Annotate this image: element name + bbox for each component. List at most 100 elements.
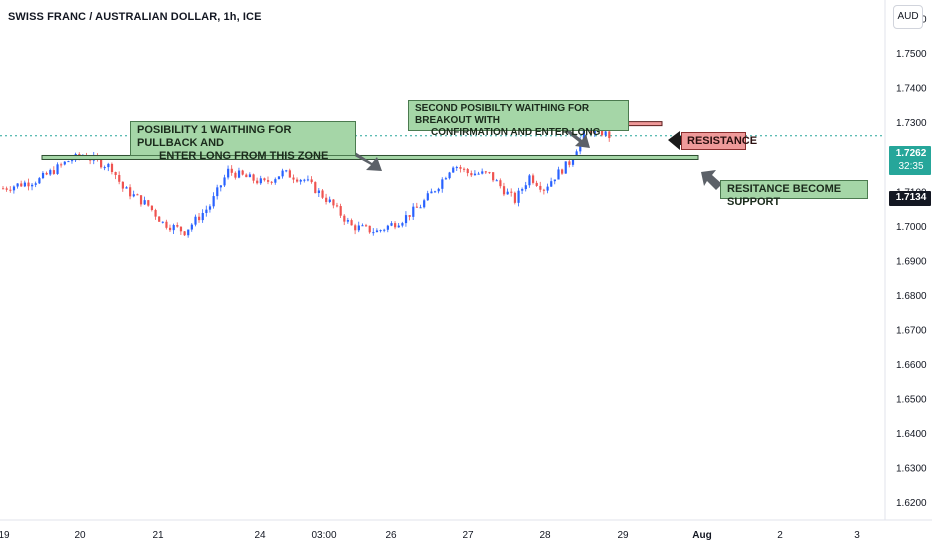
candle-body [212, 196, 215, 207]
candle-body [325, 197, 328, 202]
y-tick-label: 1.6800 [896, 291, 927, 302]
candle-body [513, 192, 517, 203]
candle-body [27, 182, 30, 187]
candle-body [41, 172, 45, 179]
y-tick-label: 1.7500 [896, 49, 927, 60]
candle-body [219, 185, 222, 188]
y-tick-label: 1.6200 [896, 498, 927, 509]
candle-body [70, 160, 74, 162]
candle-body [412, 206, 415, 217]
candle-body [317, 190, 321, 194]
candle-body [201, 212, 204, 221]
candle-body [553, 179, 556, 182]
candle-body [441, 179, 444, 189]
y-tick-label: 1.6500 [896, 395, 927, 406]
candle-body [575, 151, 578, 159]
possibility-1-line-2: ENTER LONG FROM THIS ZONE [159, 150, 329, 162]
resistance-label[interactable]: RESISTANCE [681, 132, 757, 150]
plot-background [0, 0, 885, 520]
candle-body [161, 221, 164, 223]
price-axis[interactable]: 1.76001.75001.74001.73001.71001.70001.69… [896, 15, 927, 510]
last-price-tag [889, 146, 931, 175]
time-axis[interactable]: 19 20 21 24 03:00 26 27 28 29 Aug 2 3 [0, 530, 860, 541]
level-price-label: 1.7134 [895, 192, 927, 203]
candle-body [332, 199, 335, 206]
candle-body [118, 175, 121, 182]
candle-body [426, 193, 429, 201]
candle-body [12, 186, 16, 191]
candle-body [52, 170, 56, 174]
y-tick-label: 1.7400 [896, 84, 927, 95]
candle-body [561, 169, 564, 174]
candle-body [510, 191, 513, 193]
candle-body [339, 206, 342, 216]
candle-body [143, 200, 146, 205]
candle-body [208, 206, 212, 210]
candle-body [147, 200, 150, 206]
candle-body [223, 177, 226, 186]
x-tick-label: 29 [617, 530, 629, 541]
candle-body [437, 188, 440, 192]
candle-body [194, 216, 197, 225]
candle-body [248, 174, 252, 178]
candle-body [343, 215, 346, 222]
y-tick-label: 1.6700 [896, 325, 927, 336]
candle-body [183, 231, 186, 236]
candle-body [16, 183, 19, 187]
candle-body [444, 178, 448, 180]
candle-body [564, 161, 567, 174]
candle-body [495, 180, 498, 182]
candle-body [306, 179, 310, 181]
candle-body [277, 176, 281, 180]
candle-body [379, 230, 382, 232]
candle-body [357, 225, 360, 231]
candle-body [386, 225, 389, 230]
candle-body [245, 174, 248, 178]
candle-body [430, 191, 433, 194]
candle-body [568, 161, 571, 165]
candle-body [408, 215, 411, 217]
candle-body [187, 229, 190, 236]
support-zone[interactable] [41, 154, 699, 160]
candle-body [397, 225, 400, 228]
candle-body [492, 172, 495, 181]
y-tick-label: 1.7000 [896, 222, 927, 233]
candle-body [129, 187, 132, 197]
candle-body [484, 171, 487, 173]
candle-body [227, 168, 230, 178]
candle-body [154, 210, 157, 217]
candle-body [274, 179, 277, 183]
candle-body [542, 189, 546, 191]
candle-body [198, 216, 201, 221]
candle-body [314, 182, 317, 194]
possibility-2-note[interactable]: SECOND POSIBILTY WAITHING FOR BREAKOUT W… [408, 100, 629, 138]
candle-body [582, 128, 585, 140]
candle-body [488, 172, 491, 174]
candle-body [5, 188, 8, 190]
candle-body [2, 188, 5, 190]
resistance-support-label[interactable]: RESITANCE BECOME SUPPORT [720, 180, 868, 208]
candle-body [477, 173, 480, 175]
candle-body [517, 190, 520, 203]
last-price-label: 1.7262 [895, 148, 927, 159]
candle-body [176, 225, 179, 227]
y-tick-label: 1.6300 [896, 464, 927, 475]
chart-title: SWISS FRANC / AUSTRALIAN DOLLAR, 1h, ICE [8, 11, 262, 23]
candle-body [383, 229, 386, 231]
candle-body [423, 200, 426, 208]
possibility-1-note[interactable]: POSIBILITY 1 WAITHING FOR PULLBACK AND E… [130, 121, 356, 162]
candle-body [168, 227, 172, 231]
candle-body [531, 175, 535, 183]
currency-button[interactable]: AUD [893, 5, 923, 29]
candle-body [368, 225, 371, 233]
candle-body [419, 207, 422, 209]
candle-body [433, 191, 437, 193]
candle-body [110, 163, 114, 173]
candle-body [56, 164, 59, 174]
candle-body [502, 186, 506, 195]
y-tick-label: 1.6600 [896, 360, 927, 371]
candle-body [335, 205, 339, 207]
candle-body [179, 226, 183, 232]
candle-body [350, 220, 353, 226]
